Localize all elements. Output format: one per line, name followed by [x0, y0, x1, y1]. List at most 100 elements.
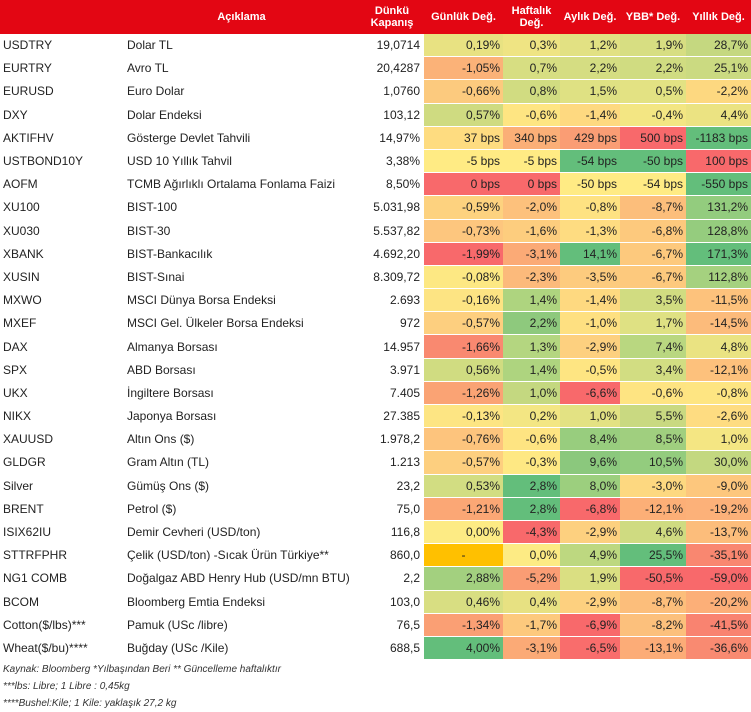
ytd-change: -3,0%	[620, 474, 686, 498]
table-row: DAX Almanya Borsası 14.957 -1,66% 1,3% -2,9% 7…	[0, 334, 751, 359]
instrument-code: SPX	[0, 358, 123, 382]
instrument-description: Dolar Endeksi	[123, 103, 360, 127]
yearly-change: -19,2%	[686, 497, 751, 521]
previous-close: 103,0	[360, 590, 424, 614]
instrument-description: Petrol ($)	[123, 497, 360, 521]
instrument-description: Dolar TL	[123, 34, 360, 58]
ytd-change: 3,4%	[620, 358, 686, 382]
header-close: Dünkü Kapanış	[360, 0, 424, 34]
weekly-change: 0,3%	[503, 34, 560, 58]
daily-change: 0,00%	[424, 520, 503, 545]
instrument-code: DXY	[0, 103, 123, 127]
daily-change: 0,53%	[424, 474, 503, 498]
instrument-description: MSCI Gel. Ülkeler Borsa Endeksi	[123, 311, 360, 336]
daily-change: -5 bps	[424, 149, 503, 174]
yearly-change: 1,0%	[686, 427, 751, 452]
monthly-change: -6,8%	[560, 497, 620, 521]
ytd-change: 0,5%	[620, 79, 686, 104]
daily-change: -0,13%	[424, 404, 503, 429]
monthly-change: -54 bps	[560, 149, 620, 174]
instrument-description: BIST-Bankacılık	[123, 242, 360, 266]
instrument-description: USD 10 Yıllık Tahvil	[123, 149, 360, 174]
monthly-change: -1,0%	[560, 311, 620, 336]
table-row: STTRFPHR Çelik (USD/ton) -Sıcak Ürün Türk…	[0, 543, 751, 568]
instrument-code: XAUUSD	[0, 427, 123, 452]
yearly-change: 131,2%	[686, 195, 751, 220]
table-row: Wheat($/bu)**** Buğday (USc /Kile) 688,5 4,…	[0, 636, 751, 661]
previous-close: 19,0714	[360, 34, 424, 58]
previous-close: 4.692,20	[360, 242, 424, 266]
ytd-change: 1,9%	[620, 34, 686, 58]
instrument-code: Silver	[0, 474, 123, 498]
monthly-change: 1,2%	[560, 34, 620, 58]
table-row: DXY Dolar Endeksi 103,12 0,57% -0,6% -1,4% -0,…	[0, 103, 751, 127]
ytd-change: -6,7%	[620, 265, 686, 290]
weekly-change: 1,4%	[503, 358, 560, 382]
instrument-code: EURTRY	[0, 56, 123, 81]
table-row: XUSIN BIST-Sınai 8.309,72 -0,08% -2,3% -3,5% -…	[0, 265, 751, 290]
weekly-change: 2,8%	[503, 497, 560, 521]
yearly-change: 30,0%	[686, 450, 751, 475]
daily-change: -1,99%	[424, 242, 503, 266]
table-row: Silver Gümüş Ons ($) 23,2 0,53% 2,8% 8,0% -3,0…	[0, 474, 751, 498]
instrument-code: USTBOND10Y	[0, 149, 123, 174]
weekly-change: -1,7%	[503, 613, 560, 637]
ytd-change: 500 bps	[620, 126, 686, 150]
daily-change: 0,19%	[424, 34, 503, 58]
instrument-code: XU030	[0, 219, 123, 243]
daily-change: -1,26%	[424, 381, 503, 406]
yearly-change: -20,2%	[686, 590, 751, 614]
monthly-change: -1,4%	[560, 288, 620, 313]
instrument-description: Euro Dolar	[123, 79, 360, 104]
daily-change: -0,57%	[424, 311, 503, 336]
instrument-code: Wheat($/bu)****	[0, 636, 123, 661]
weekly-change: -2,3%	[503, 265, 560, 290]
yearly-change: 171,3%	[686, 242, 751, 266]
previous-close: 972	[360, 311, 424, 336]
instrument-description: Demir Cevheri (USD/ton)	[123, 520, 360, 545]
weekly-change: -5 bps	[503, 149, 560, 174]
monthly-change: -2,9%	[560, 520, 620, 545]
daily-change: 4,00%	[424, 636, 503, 661]
previous-close: 76,5	[360, 613, 424, 637]
previous-close: 8.309,72	[360, 265, 424, 290]
header-weekly: Haftalık Değ.	[503, 0, 560, 34]
weekly-change: -0,6%	[503, 103, 560, 127]
instrument-code: NIKX	[0, 404, 123, 429]
previous-close: 860,0	[360, 543, 424, 568]
previous-close: 2,2	[360, 566, 424, 591]
instrument-code: DAX	[0, 334, 123, 359]
weekly-change: -0,6%	[503, 427, 560, 452]
yearly-change: 112,8%	[686, 265, 751, 290]
ytd-change: -6,7%	[620, 242, 686, 266]
yearly-change: 4,4%	[686, 103, 751, 127]
footnote-lbs: ***lbs: Libre; 1 Libre : 0,45kg	[3, 681, 130, 693]
previous-close: 3.971	[360, 358, 424, 382]
ytd-change: 5,5%	[620, 404, 686, 429]
ytd-change: 1,7%	[620, 311, 686, 336]
yearly-change: -1183 bps	[686, 126, 751, 150]
instrument-description: BIST-30	[123, 219, 360, 243]
instrument-code: AKTIFHV	[0, 126, 123, 150]
instrument-description: TCMB Ağırlıklı Ortalama Fonlama Faizi	[123, 172, 360, 197]
table-row: XBANK BIST-Bankacılık 4.692,20 -1,99% -3,1% 1…	[0, 242, 751, 266]
yearly-change: -14,5%	[686, 311, 751, 336]
instrument-code: XBANK	[0, 242, 123, 266]
table-row: XAUUSD Altın Ons ($) 1.978,2 -0,76% -0,6% 8,4…	[0, 427, 751, 452]
previous-close: 103,12	[360, 103, 424, 127]
monthly-change: -3,5%	[560, 265, 620, 290]
ytd-change: 3,5%	[620, 288, 686, 313]
previous-close: 5.537,82	[360, 219, 424, 243]
weekly-change: 1,3%	[503, 334, 560, 359]
monthly-change: 8,4%	[560, 427, 620, 452]
monthly-change: -0,8%	[560, 195, 620, 220]
instrument-description: BIST-100	[123, 195, 360, 220]
weekly-change: -3,1%	[503, 242, 560, 266]
header-daily: Günlük Değ.	[424, 0, 503, 34]
ytd-change: -50,5%	[620, 566, 686, 591]
table-row: SPX ABD Borsası 3.971 0,56% 1,4% -0,5% 3,4% -12…	[0, 358, 751, 382]
daily-change: 0,56%	[424, 358, 503, 382]
ytd-change: -13,1%	[620, 636, 686, 661]
instrument-code: Cotton($/lbs)***	[0, 613, 123, 637]
previous-close: 2.693	[360, 288, 424, 313]
